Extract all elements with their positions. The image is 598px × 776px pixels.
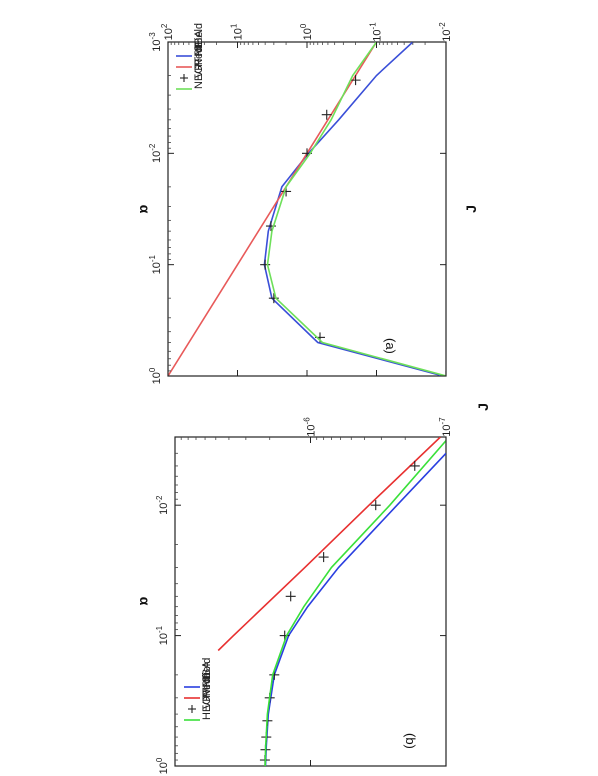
panel-a-legend-niba: NIBA	[176, 30, 205, 57]
panel-b-series-vptre-marker	[285, 591, 296, 602]
panel-a-series-vptre-marker	[260, 259, 271, 270]
panel-b-y-tick-label: 10-7	[438, 417, 453, 437]
panel-b-series-niba	[264, 452, 446, 766]
panel-b-series-vptre-marker	[409, 460, 420, 471]
panel-b-series-vptre-marker	[318, 552, 329, 563]
panel-b-legend-vptre-label: VPTRE	[201, 672, 213, 709]
panel-b-y-axis-label: J	[475, 403, 491, 411]
panel-b-legend-niba-label: NIBA	[201, 661, 213, 687]
panel-a-x-axis-label: α	[137, 205, 153, 214]
panel-a-x-tick-label: 10-1	[148, 254, 163, 274]
panel-a-legend-vptre: VPTRE	[180, 41, 205, 82]
panel-b-legend-niba: NIBA	[184, 661, 213, 688]
panel-a-series-vptre-marker	[268, 293, 279, 304]
panel-a-series-negf	[266, 42, 446, 376]
panel-a-y-tick-label: 102	[160, 23, 175, 40]
panel-a-legend-vptre-label: VPTRE	[193, 41, 205, 78]
panel-b-series-vptre-marker	[370, 500, 381, 511]
panel-a-y-axis-label: J	[463, 205, 479, 213]
panel-a-x-tick-label: 100	[148, 367, 163, 384]
panel-a-y-tick-label: 10-1	[369, 22, 384, 42]
panel-b-x-tick-label: 10-1	[155, 625, 170, 645]
panel-b-x-tick-label: 100	[155, 757, 170, 774]
panel-a-legend-negf-label: NEGF	[193, 58, 205, 89]
panel-a-legend-redfield: RedField	[176, 23, 205, 68]
panel-a-legend-redfield-label: RedField	[193, 23, 205, 67]
panel-a-x-tick-label: 10-3	[148, 32, 163, 52]
panel-b: 10-2 10-1 100 10-7 10-6 NIBARedfieldVPTREHEO…	[137, 403, 491, 774]
panel-b-x-axis-label: α	[137, 597, 153, 606]
panel-b-legend-vptre: VPTRE	[188, 672, 213, 713]
panel-b-x-tick-label: 10-2	[155, 495, 170, 515]
panel-a-series-vptre-marker	[321, 109, 332, 120]
panel-b-legend-redfield-label: Redfield	[201, 658, 213, 698]
panel-a-series-niba	[263, 42, 444, 376]
panel-b-legend-heom-label: HEOM	[201, 687, 213, 720]
panel-a-y-tick-label: 10-2	[438, 22, 453, 42]
panel-a: 10-3 10-2 10-1 100 10-2 10-1 100 101 102 NIBARed…	[137, 22, 479, 385]
panel-a-y-tick-label: 101	[230, 23, 245, 40]
panel-b-series-heom	[264, 440, 446, 766]
panel-b-label: (b)	[403, 733, 418, 749]
panel-a-label: (a)	[383, 338, 398, 354]
panel-b-legend-heom: HEOM	[184, 687, 213, 721]
panel-b-series-redfield	[217, 437, 441, 652]
panel-a-series-vptre-marker	[350, 75, 361, 86]
panel-a-frame	[167, 41, 447, 377]
panel-a-x-tick-label: 10-2	[148, 143, 163, 163]
panel-a-legend-niba-label: NIBA	[193, 30, 205, 56]
panel-b-legend-redfield: Redfield	[184, 658, 213, 699]
panel-b-y-tick-label: 10-6	[303, 417, 318, 437]
panel-a-legend-negf: NEGF	[176, 58, 205, 90]
panel-a-y-tick-label: 100	[299, 23, 314, 40]
